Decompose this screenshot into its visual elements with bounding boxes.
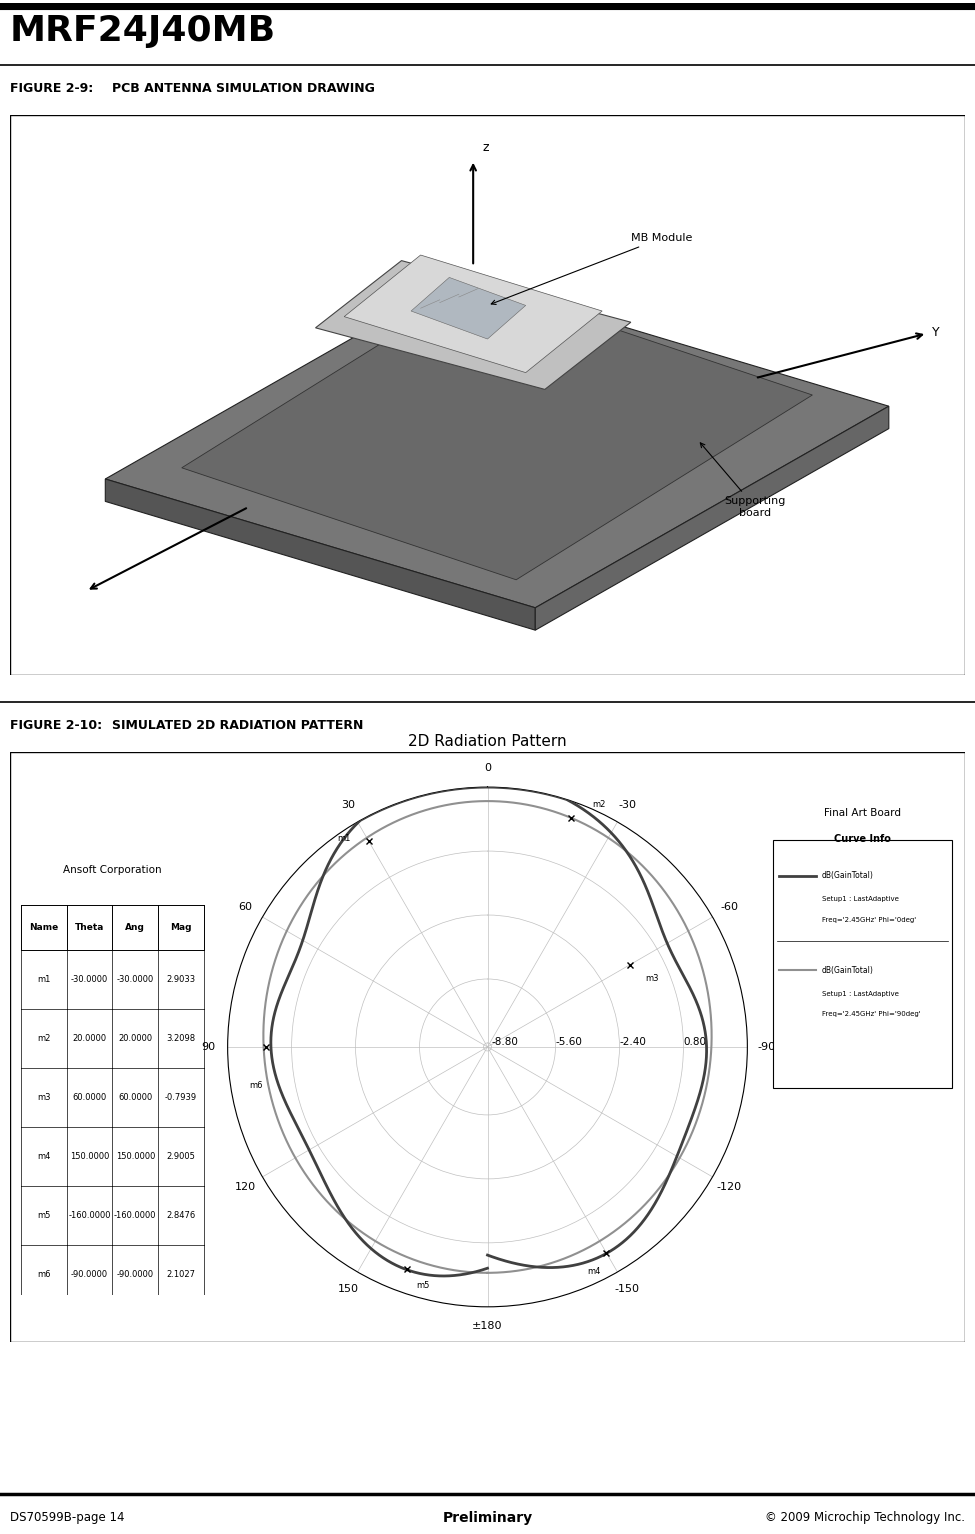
Text: FIGURE 2-10:: FIGURE 2-10:	[10, 719, 101, 732]
Text: 2.8476: 2.8476	[167, 1210, 196, 1220]
Text: -0.7939: -0.7939	[165, 1092, 197, 1101]
Text: 3.2098: 3.2098	[167, 1034, 196, 1043]
Text: Curve Info: Curve Info	[834, 834, 891, 844]
Text: MRF24J40MB: MRF24J40MB	[10, 14, 276, 48]
Text: 60.0000: 60.0000	[118, 1092, 152, 1101]
Text: Setup1 : LastAdaptive: Setup1 : LastAdaptive	[822, 991, 898, 997]
Text: m2: m2	[593, 799, 606, 808]
Text: 150.0000: 150.0000	[70, 1152, 109, 1161]
Polygon shape	[316, 261, 631, 390]
Text: 2.1027: 2.1027	[167, 1270, 195, 1279]
Text: m4: m4	[37, 1152, 51, 1161]
Text: m2: m2	[37, 1034, 51, 1043]
Text: m4: m4	[587, 1267, 601, 1276]
Text: Final Art Board: Final Art Board	[824, 808, 901, 818]
Text: DS70599B-page 14: DS70599B-page 14	[10, 1511, 124, 1525]
Polygon shape	[105, 479, 535, 630]
Text: m1: m1	[337, 834, 350, 844]
Text: Freq='2.45GHz' Phi='0deg': Freq='2.45GHz' Phi='0deg'	[822, 917, 916, 923]
Text: 2.9005: 2.9005	[167, 1152, 195, 1161]
Text: m6: m6	[37, 1270, 51, 1279]
Polygon shape	[411, 278, 526, 339]
Text: -30.0000: -30.0000	[117, 974, 154, 983]
Text: 2.9033: 2.9033	[167, 974, 196, 983]
Polygon shape	[181, 282, 812, 580]
Text: MB Module: MB Module	[491, 233, 692, 304]
Text: m6: m6	[250, 1081, 263, 1089]
Text: -160.0000: -160.0000	[68, 1210, 111, 1220]
Text: z: z	[483, 141, 489, 155]
Text: -160.0000: -160.0000	[114, 1210, 157, 1220]
Text: © 2009 Microchip Technology Inc.: © 2009 Microchip Technology Inc.	[765, 1511, 965, 1525]
Text: SIMULATED 2D RADIATION PATTERN: SIMULATED 2D RADIATION PATTERN	[112, 719, 364, 732]
Text: 20.0000: 20.0000	[72, 1034, 106, 1043]
Text: m3: m3	[37, 1092, 51, 1101]
Text: Ansoft Corporation: Ansoft Corporation	[63, 865, 162, 876]
Text: Supporting
board: Supporting board	[700, 443, 786, 518]
Text: Name: Name	[29, 923, 58, 931]
Text: 20.0000: 20.0000	[118, 1034, 152, 1043]
Text: PCB ANTENNA SIMULATION DRAWING: PCB ANTENNA SIMULATION DRAWING	[112, 83, 375, 95]
Text: dB(GainTotal): dB(GainTotal)	[822, 871, 874, 881]
Text: -90.0000: -90.0000	[117, 1270, 154, 1279]
Text: m5: m5	[37, 1210, 51, 1220]
Text: Mag: Mag	[171, 923, 192, 931]
Text: Ang: Ang	[126, 923, 145, 931]
Text: FIGURE 2-9:: FIGURE 2-9:	[10, 83, 93, 95]
Polygon shape	[105, 278, 889, 607]
Text: Y: Y	[932, 327, 940, 339]
Text: -30.0000: -30.0000	[71, 974, 108, 983]
Text: Setup1 : LastAdaptive: Setup1 : LastAdaptive	[822, 896, 898, 902]
Text: 150.0000: 150.0000	[116, 1152, 155, 1161]
Text: dB(GainTotal): dB(GainTotal)	[822, 966, 874, 974]
Title: 2D Radiation Pattern: 2D Radiation Pattern	[409, 733, 566, 749]
Polygon shape	[535, 407, 889, 630]
Text: m3: m3	[644, 974, 658, 983]
Text: 60.0000: 60.0000	[72, 1092, 107, 1101]
Text: Theta: Theta	[75, 923, 104, 931]
Bar	[773, 841, 952, 1088]
Text: m5: m5	[416, 1281, 430, 1290]
Text: -90.0000: -90.0000	[71, 1270, 108, 1279]
Text: Preliminary: Preliminary	[443, 1511, 532, 1525]
Text: m1: m1	[37, 974, 51, 983]
Polygon shape	[344, 255, 603, 373]
Text: Freq='2.45GHz' Phi='90deg': Freq='2.45GHz' Phi='90deg'	[822, 1011, 920, 1017]
